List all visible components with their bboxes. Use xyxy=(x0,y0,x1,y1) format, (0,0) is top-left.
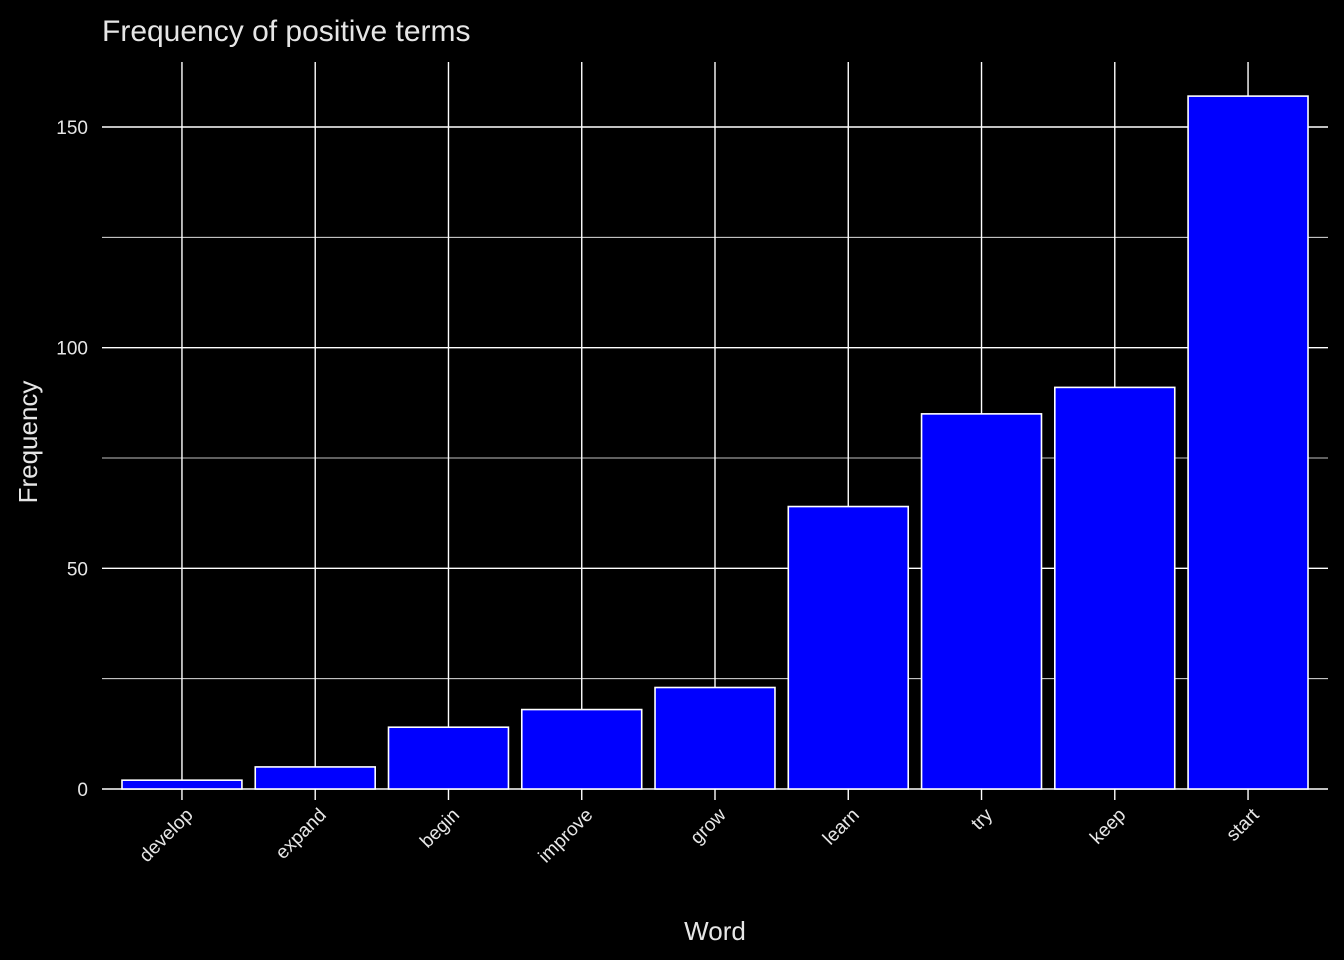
bar-grow xyxy=(654,686,776,790)
x-axis-title: Word xyxy=(684,916,746,946)
y-tick-label: 150 xyxy=(56,118,88,139)
y-tick-label: 0 xyxy=(77,780,88,801)
bar-begin xyxy=(387,726,510,790)
y-axis-title: Frequency xyxy=(13,381,43,504)
bar-try xyxy=(920,413,1043,790)
bars-group xyxy=(121,95,1309,790)
chart-title: Frequency of positive terms xyxy=(102,15,470,48)
y-tick-labels: 0 50 100 150 xyxy=(56,118,88,801)
bar-keep xyxy=(1054,386,1176,790)
bar-start xyxy=(1187,95,1309,790)
bar-develop xyxy=(121,779,243,790)
y-tick-label: 100 xyxy=(56,339,88,360)
y-tick-label: 50 xyxy=(67,559,88,580)
bar-learn xyxy=(787,505,910,790)
bar-expand xyxy=(254,766,376,790)
bar-improve xyxy=(520,708,643,790)
